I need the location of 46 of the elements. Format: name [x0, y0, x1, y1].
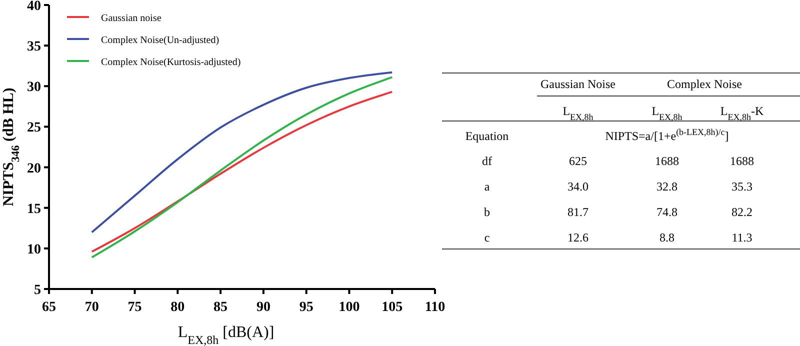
text: 8.8: [660, 230, 674, 244]
legend-label: Complex Noise(Kurtosis-adjusted): [101, 57, 241, 68]
text: 1688: [730, 154, 754, 168]
y-tick-label: 15: [27, 202, 41, 217]
text: 82.2: [732, 205, 752, 219]
y-tick-label: 5: [34, 283, 41, 298]
x-tick-label: 65: [42, 300, 56, 315]
y-tick-label: 35: [27, 40, 41, 55]
text: 32.8: [656, 180, 678, 194]
text: L$_{EX,8h}$: [652, 104, 683, 122]
legend-label: Complex Noise(Un-adjusted): [101, 35, 220, 46]
text: 11.3: [732, 230, 752, 244]
x-tick-label: 100: [338, 300, 360, 315]
text: a: [484, 180, 490, 194]
text: 74.8: [656, 205, 678, 219]
text: df: [482, 154, 492, 168]
y-tick-label: 20: [27, 161, 41, 176]
x-tick-label: 75: [128, 300, 142, 315]
x-tick-label: 70: [84, 300, 99, 315]
x-tick-label: 90: [256, 300, 270, 315]
text: 625: [569, 154, 587, 168]
x-tick-label: 110: [424, 300, 446, 315]
text: c: [484, 230, 490, 244]
text: L$_{EX,8h}$: [562, 104, 594, 122]
x-axis-title: L$_{EX,8h}$ [dB(A)]: [178, 324, 274, 346]
text: 1688: [655, 154, 679, 168]
y-tick-label: 40: [27, 0, 41, 14]
y-tick-label: 25: [27, 120, 41, 136]
text: Equation: [465, 129, 509, 143]
text: Complex Noise: [667, 77, 742, 91]
legend-label: Gaussian noise: [101, 13, 162, 24]
text: NIPTS=a/[1+e$^{(b-LEX,8h)/c}$]: [605, 127, 729, 143]
x-tick-label: 85: [214, 300, 228, 315]
line-series: [90, 71, 394, 234]
text: b: [484, 205, 490, 219]
text: 34.0: [568, 180, 588, 194]
text: L$_{EX,8h}$-K: [720, 104, 764, 122]
text: 81.7: [568, 205, 588, 219]
x-tick-label: 105: [382, 300, 403, 315]
x-tick-label: 80: [170, 300, 185, 315]
text: 35.3: [732, 180, 752, 194]
text: Gaussian Noise: [540, 77, 616, 91]
y-tick-label: 10: [27, 242, 41, 258]
x-tick-label: 95: [299, 300, 314, 315]
text: 12.6: [568, 230, 588, 244]
y-tick-label: 30: [27, 80, 41, 96]
